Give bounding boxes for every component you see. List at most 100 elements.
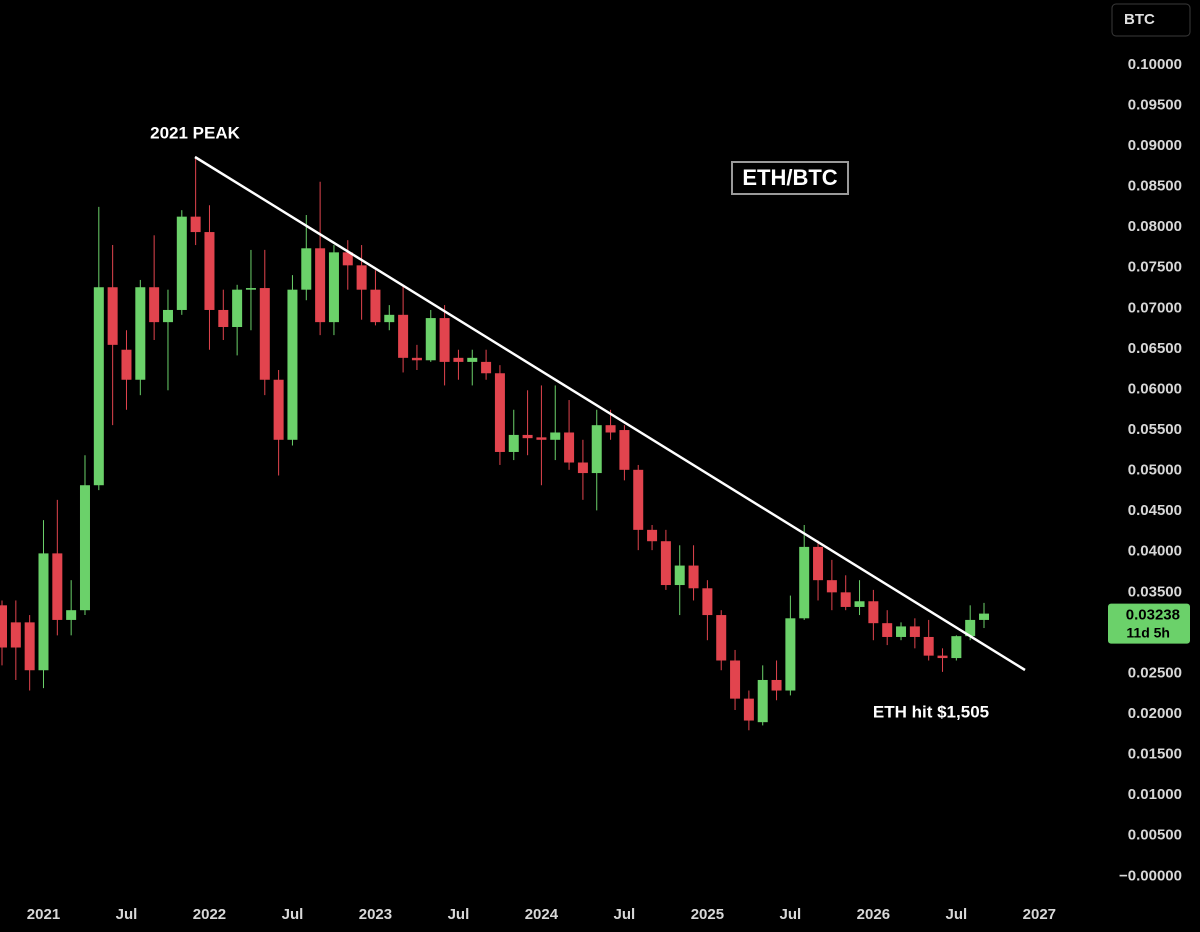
candle-body [342, 252, 353, 266]
y-tick-label: 0.05500 [1128, 421, 1182, 438]
y-tick-label: 0.04000 [1128, 543, 1182, 560]
annotation: ETH hit $1,505 [873, 702, 989, 721]
countdown: 11d 5h [1126, 624, 1170, 640]
candle-body [453, 357, 464, 362]
candle-body [135, 287, 146, 380]
y-tick-label: 0.10000 [1128, 56, 1182, 73]
candle-body [232, 289, 243, 328]
y-tick-label: −0.00000 [1119, 867, 1182, 884]
candle-body [591, 425, 602, 474]
candle-body [688, 565, 699, 589]
candle-body [467, 357, 478, 362]
candle-body [107, 287, 118, 345]
candle-body [799, 546, 810, 619]
y-tick-label: 0.04500 [1128, 502, 1182, 519]
currency-box [1111, 3, 1191, 37]
candle-body [190, 216, 201, 233]
price-label: 0.03238 [1126, 607, 1180, 624]
candle-body [730, 660, 741, 699]
candle-body [259, 288, 270, 380]
candle-body [10, 622, 21, 648]
trend-line [194, 155, 1026, 672]
y-tick-label: 0.08000 [1128, 218, 1182, 235]
candle-body [93, 287, 104, 486]
candle-body [840, 592, 851, 607]
y-tick-label: 0.01500 [1128, 746, 1182, 763]
candle-body [909, 626, 920, 637]
x-tick-label: Jul [946, 906, 968, 923]
y-tick-label: 0.00500 [1128, 827, 1182, 844]
x-tick-label: 2027 [1023, 906, 1056, 923]
candle-body [577, 462, 588, 474]
y-tick-label: 0.01000 [1128, 786, 1182, 803]
candle-body [204, 232, 215, 310]
candle-body [439, 318, 450, 362]
candle-body [162, 309, 173, 323]
y-tick-label: 0.08500 [1128, 178, 1182, 195]
candles [0, 156, 990, 731]
candle-body [550, 432, 561, 440]
candle-body [813, 546, 824, 581]
candle-body [702, 588, 713, 616]
candle-body [633, 469, 644, 530]
candle-body [757, 679, 768, 723]
candle-body [481, 361, 492, 374]
x-tick-label: 2022 [193, 906, 226, 923]
x-tick-label: 2025 [691, 906, 724, 923]
x-tick-label: 2026 [857, 906, 890, 923]
candle-body [716, 615, 727, 661]
candle-body [923, 636, 934, 656]
candle-body [882, 623, 893, 637]
candle-body [951, 636, 962, 659]
y-tick-label: 0.03500 [1128, 583, 1182, 600]
candle-body [218, 309, 229, 328]
y-tick-label: 0.06500 [1128, 340, 1182, 357]
x-tick-label: Jul [614, 906, 636, 923]
candle-body [315, 248, 326, 323]
annotation: 2021 PEAK [150, 123, 240, 142]
candle-body [785, 618, 796, 691]
candle-body [743, 698, 754, 721]
y-tick-label: 0.09500 [1128, 96, 1182, 113]
chart-title: ETH/BTC [742, 165, 837, 190]
candle-body [660, 541, 671, 586]
candle-body [647, 529, 658, 542]
candle-body [564, 432, 575, 463]
candle-body [965, 619, 976, 637]
candle-body [52, 553, 63, 620]
candle-body [287, 289, 298, 440]
x-tick-label: Jul [780, 906, 802, 923]
price-label-box [1108, 603, 1190, 644]
candle-body [425, 318, 436, 361]
y-tick-label: 0.06000 [1128, 380, 1182, 397]
candle-body [38, 553, 49, 671]
candle-body [508, 434, 519, 452]
candle-body [0, 605, 7, 648]
currency-label: BTC [1124, 11, 1155, 28]
y-tick-label: 0.05000 [1128, 462, 1182, 479]
x-tick-label: 2023 [359, 906, 392, 923]
candle-body [494, 373, 505, 452]
candle-body [149, 287, 160, 323]
candle-body [771, 679, 782, 691]
candle-body [79, 485, 90, 611]
y-tick-label: 0.07500 [1128, 259, 1182, 276]
candle-body [411, 357, 422, 361]
x-tick-label: Jul [282, 906, 304, 923]
candle-body [868, 601, 879, 624]
candle-body [522, 434, 533, 439]
candle-body [66, 610, 77, 620]
candle-body [937, 655, 948, 659]
x-tick-label: 2021 [27, 906, 60, 923]
candle-body [854, 601, 865, 607]
title-box [731, 161, 849, 195]
candle-body [605, 425, 616, 433]
y-tick-label: 0.07000 [1128, 299, 1182, 316]
x-tick-label: Jul [116, 906, 138, 923]
y-tick-label: 0.02000 [1128, 705, 1182, 722]
x-tick-label: 2024 [525, 906, 559, 923]
candle-body [398, 314, 409, 358]
candle-body [896, 626, 907, 637]
